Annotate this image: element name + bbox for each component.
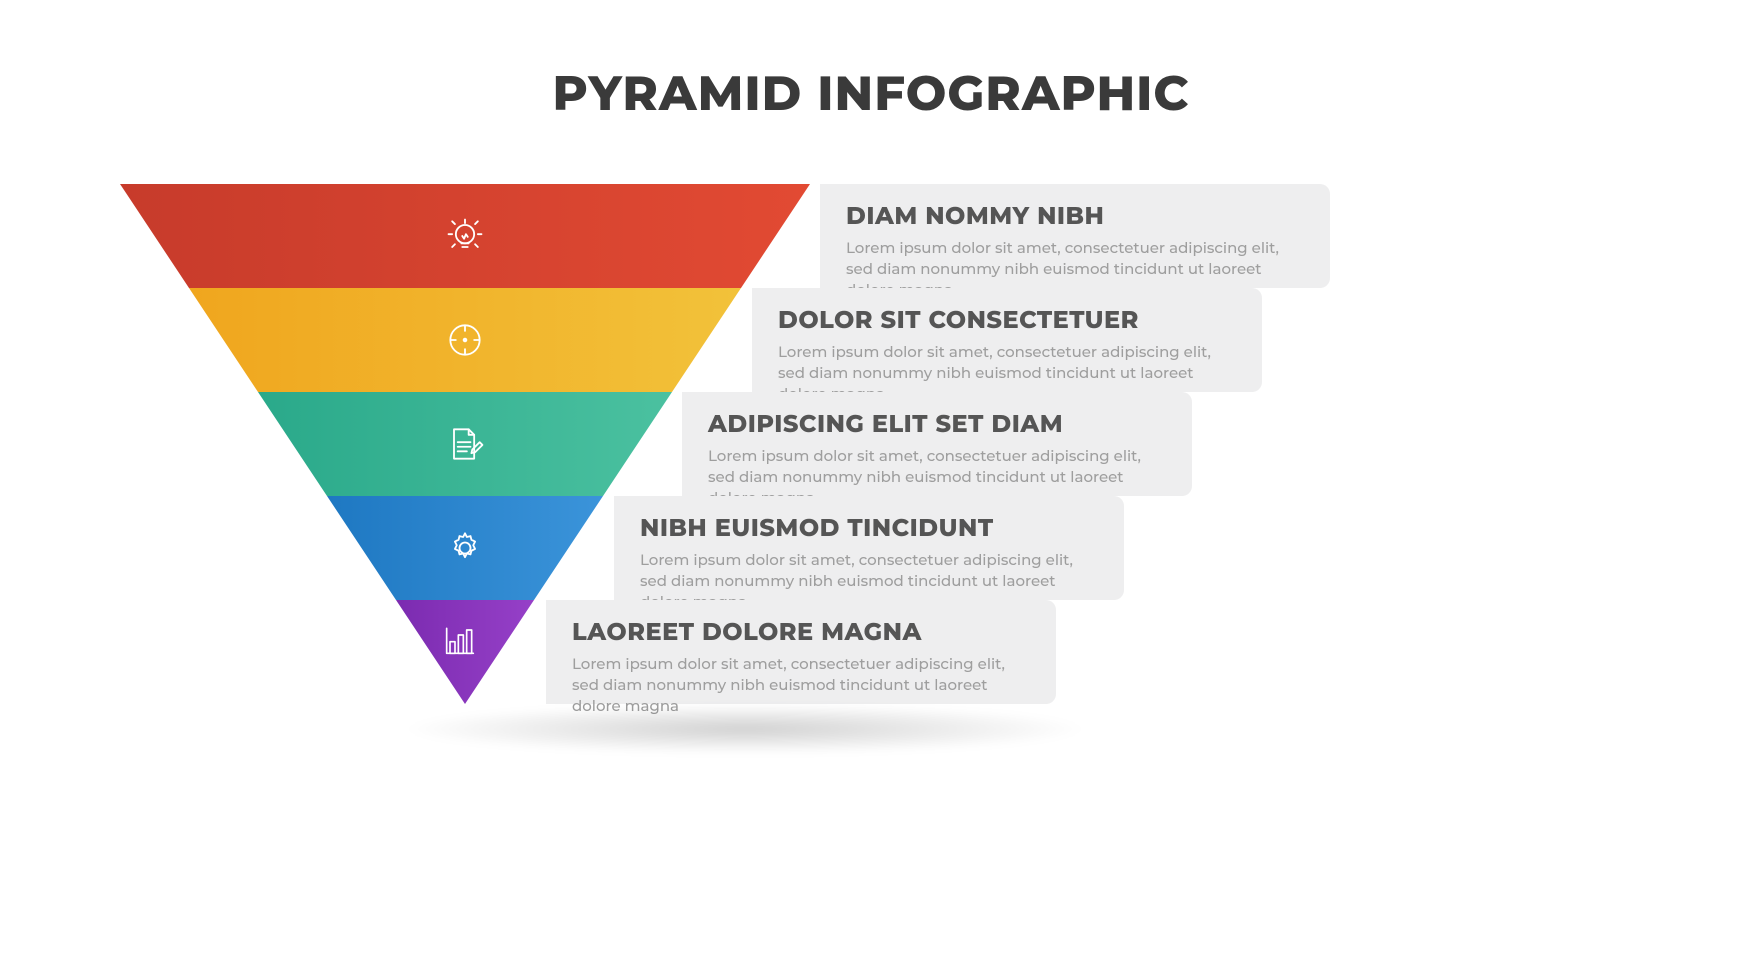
level-heading-1: DOLOR SIT CONSECTETUER <box>778 306 1222 335</box>
level-panel-2: ADIPISCING ELIT SET DIAM Lorem ipsum dol… <box>682 392 1192 496</box>
level-heading-0: DIAM NOMMY NIBH <box>846 202 1290 231</box>
page-title: PYRAMID INFOGRAPHIC <box>0 65 1742 123</box>
level-row-1: DOLOR SIT CONSECTETUER Lorem ipsum dolor… <box>120 288 1622 392</box>
level-heading-4: LAOREET DOLORE MAGNA <box>572 618 1016 647</box>
level-row-2: ADIPISCING ELIT SET DIAM Lorem ipsum dol… <box>120 392 1622 496</box>
level-panel-4: LAOREET DOLORE MAGNA Lorem ipsum dolor s… <box>546 600 1056 704</box>
level-panel-3: NIBH EUISMOD TINCIDUNT Lorem ipsum dolor… <box>614 496 1124 600</box>
level-row-0: DIAM NOMMY NIBH Lorem ipsum dolor sit am… <box>120 184 1622 288</box>
pyramid-diagram: DIAM NOMMY NIBH Lorem ipsum dolor sit am… <box>120 184 1622 714</box>
pyramid-shadow <box>400 704 1090 754</box>
level-heading-3: NIBH EUISMOD TINCIDUNT <box>640 514 1084 543</box>
level-heading-2: ADIPISCING ELIT SET DIAM <box>708 410 1152 439</box>
level-row-4: LAOREET DOLORE MAGNA Lorem ipsum dolor s… <box>120 600 1622 704</box>
level-panel-0: DIAM NOMMY NIBH Lorem ipsum dolor sit am… <box>820 184 1330 288</box>
level-row-3: NIBH EUISMOD TINCIDUNT Lorem ipsum dolor… <box>120 496 1622 600</box>
level-panel-1: DOLOR SIT CONSECTETUER Lorem ipsum dolor… <box>752 288 1262 392</box>
